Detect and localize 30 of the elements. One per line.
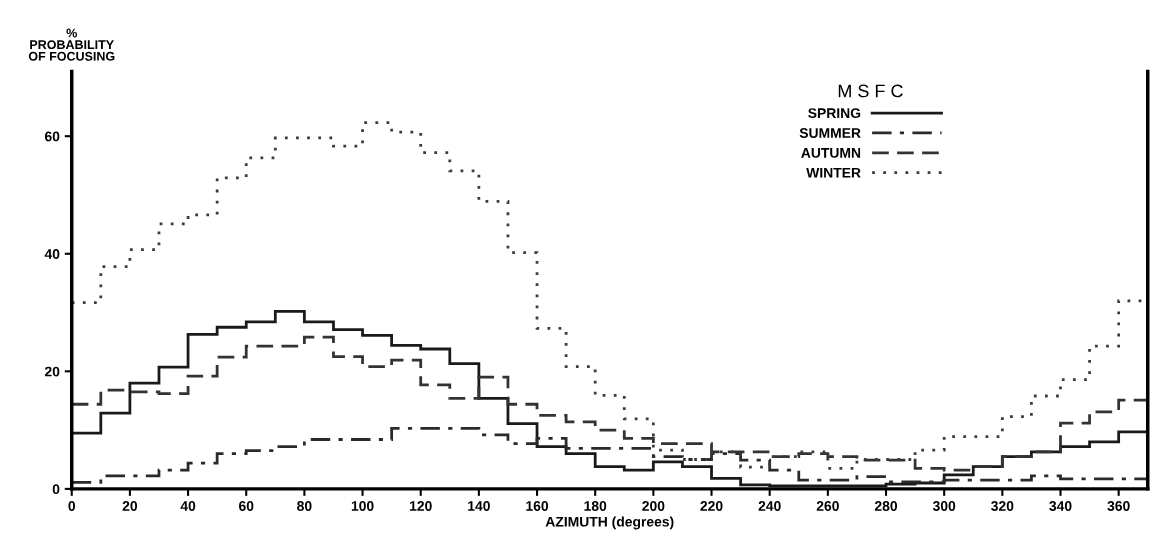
x-tick-label: 40 (180, 501, 196, 511)
x-tick-label: 0 (68, 501, 76, 511)
x-tick-label: 220 (700, 501, 723, 511)
x-tick-label: 120 (410, 501, 432, 511)
legend-label: SUMMER (799, 128, 861, 138)
x-tick-label: 160 (526, 501, 549, 511)
x-tick-label: 140 (468, 501, 490, 511)
y-tick-label: 20 (44, 366, 60, 377)
x-tick-label: 340 (1049, 501, 1072, 511)
y-axis-title: % PROBABILITY OF FOCUSING (28, 28, 115, 61)
x-tick-label: 60 (239, 501, 254, 511)
legend-label: AUTUMN (801, 148, 861, 158)
x-tick-label: 20 (122, 501, 138, 511)
legend-label: SPRING (808, 108, 861, 119)
x-tick-label: 280 (874, 501, 898, 511)
x-tick-label: 300 (932, 501, 956, 511)
x-tick-label: 80 (297, 501, 312, 511)
x-tick-label: 180 (584, 501, 607, 511)
x-tick-label: 240 (758, 501, 781, 511)
x-tick-label: 200 (642, 501, 665, 511)
x-tick-label: 260 (816, 501, 839, 511)
x-tick-label: 360 (1107, 501, 1130, 511)
y-tick-label: 0 (52, 484, 60, 495)
x-tick-label: 100 (351, 501, 374, 511)
x-axis-title: AZIMUTH (degrees) (545, 516, 674, 530)
y-tick-label: 60 (44, 131, 60, 142)
legend-title: M S F C (838, 84, 903, 98)
y-tick-label: 40 (44, 249, 60, 259)
x-tick-label: 320 (991, 501, 1014, 511)
legend-label: WINTER (806, 168, 861, 178)
